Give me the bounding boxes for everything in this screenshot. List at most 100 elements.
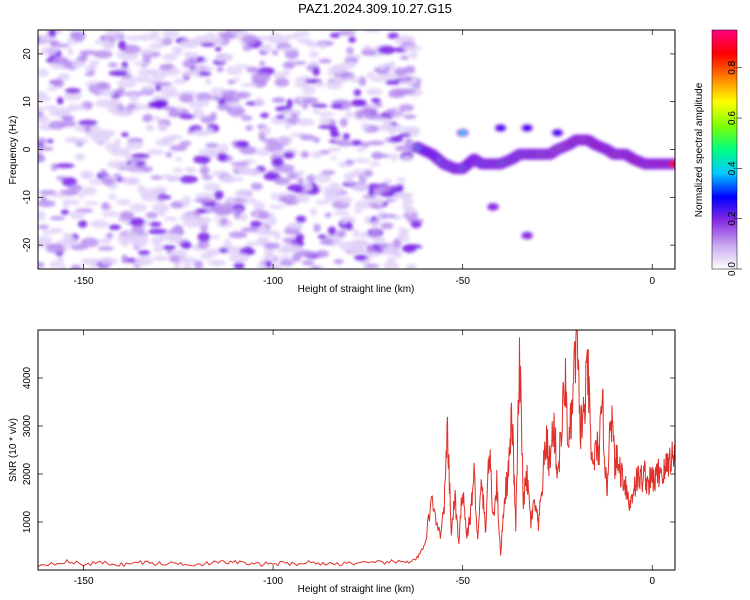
noise-blob	[205, 127, 214, 135]
noise-blob	[48, 30, 57, 38]
signal-blob-core	[497, 125, 505, 131]
noise-blob	[213, 189, 224, 200]
noise-blob	[155, 99, 169, 108]
noise-blob	[70, 264, 82, 269]
noise-blob	[392, 239, 402, 248]
noise-blob	[94, 98, 114, 108]
noise-blob	[104, 142, 120, 152]
noise-blob	[327, 147, 342, 153]
noise-blob	[265, 260, 273, 268]
noise-blob	[273, 177, 291, 185]
noise-blob	[155, 37, 166, 42]
noise-blob	[142, 113, 154, 122]
noise-blob	[155, 240, 162, 247]
noise-blob	[285, 200, 295, 206]
noise-blob	[297, 177, 304, 185]
noise-blob	[197, 232, 211, 242]
noise-blob	[250, 220, 262, 228]
x-tick-label: -100	[263, 276, 283, 287]
noise-blob	[151, 202, 170, 213]
noise-blob	[241, 227, 259, 233]
noise-blob	[262, 254, 277, 262]
noise-blob	[287, 222, 304, 230]
noise-blob	[302, 104, 309, 110]
noise-blob	[153, 255, 168, 262]
noise-blob	[401, 244, 417, 253]
noise-blob	[202, 202, 216, 208]
noise-blob	[216, 66, 224, 73]
noise-blob	[196, 208, 208, 214]
noise-blob	[310, 151, 323, 159]
noise-blob	[189, 100, 203, 110]
noise-blob	[369, 229, 381, 238]
noise-blob	[217, 97, 226, 106]
noise-blob	[352, 184, 369, 192]
noise-blob	[311, 265, 320, 269]
noise-blob	[175, 106, 184, 112]
noise-blob	[205, 142, 219, 149]
y-tick-label: -10	[22, 190, 33, 205]
noise-blob	[149, 42, 164, 50]
top-x-axis-label: Height of straight line (km)	[298, 284, 415, 295]
x-tick-label: -150	[73, 576, 93, 587]
noise-blob	[259, 60, 266, 67]
noise-blob	[263, 137, 281, 145]
noise-blob	[369, 161, 381, 167]
bottom-y-axis-label: SNR (10 * v/v)	[8, 418, 19, 482]
noise-blob	[194, 64, 201, 75]
noise-blob	[333, 209, 350, 216]
noise-blob	[61, 115, 75, 121]
noise-blob	[145, 211, 158, 219]
noise-blob	[52, 78, 65, 88]
noise-blob	[38, 142, 45, 147]
noise-blob	[195, 92, 212, 102]
noise-blob	[254, 148, 271, 156]
noise-blob	[379, 213, 397, 219]
noise-blob	[49, 261, 59, 269]
noise-blob	[296, 250, 315, 257]
noise-blob	[184, 51, 193, 60]
noise-blob	[93, 50, 113, 59]
noise-blob	[60, 209, 70, 215]
noise-blob	[223, 238, 232, 249]
noise-blob	[295, 233, 305, 242]
noise-blob	[226, 106, 246, 117]
noise-blob	[308, 50, 320, 58]
noise-blob	[38, 106, 49, 111]
noise-blob	[121, 132, 129, 138]
signal-layer	[411, 123, 675, 240]
noise-blob	[130, 153, 151, 159]
noise-blob	[80, 237, 99, 248]
noise-blob	[65, 237, 78, 247]
noise-blob	[387, 257, 396, 264]
noise-blob	[312, 67, 320, 76]
noise-blob	[402, 45, 423, 51]
noise-blob	[368, 186, 375, 197]
noise-blob	[88, 84, 97, 94]
noise-blob	[361, 106, 373, 115]
top-y-axis: -20 -10 0 10 20	[22, 48, 675, 252]
noise-blob	[217, 143, 229, 154]
noise-blob	[279, 47, 299, 52]
noise-blob	[327, 226, 337, 236]
noise-blob	[215, 46, 222, 52]
noise-blob	[318, 58, 332, 64]
noise-blob	[401, 155, 413, 162]
noise-blob	[79, 49, 98, 55]
noise-blob	[159, 64, 172, 71]
noise-blob	[140, 86, 155, 91]
bottom-x-axis: -150 -100 -50 0	[73, 330, 655, 587]
noise-blob	[162, 53, 178, 62]
noise-blob	[345, 159, 355, 165]
noise-blob	[306, 174, 316, 183]
noise-blob	[76, 153, 84, 162]
noise-blob	[71, 31, 86, 42]
noise-blob	[38, 236, 53, 245]
noise-blob	[377, 64, 388, 70]
y-tick-label: 0	[22, 146, 33, 152]
noise-blob	[228, 30, 248, 35]
noise-blob	[324, 212, 332, 218]
noise-blob	[106, 232, 114, 239]
noise-blob	[182, 59, 196, 68]
